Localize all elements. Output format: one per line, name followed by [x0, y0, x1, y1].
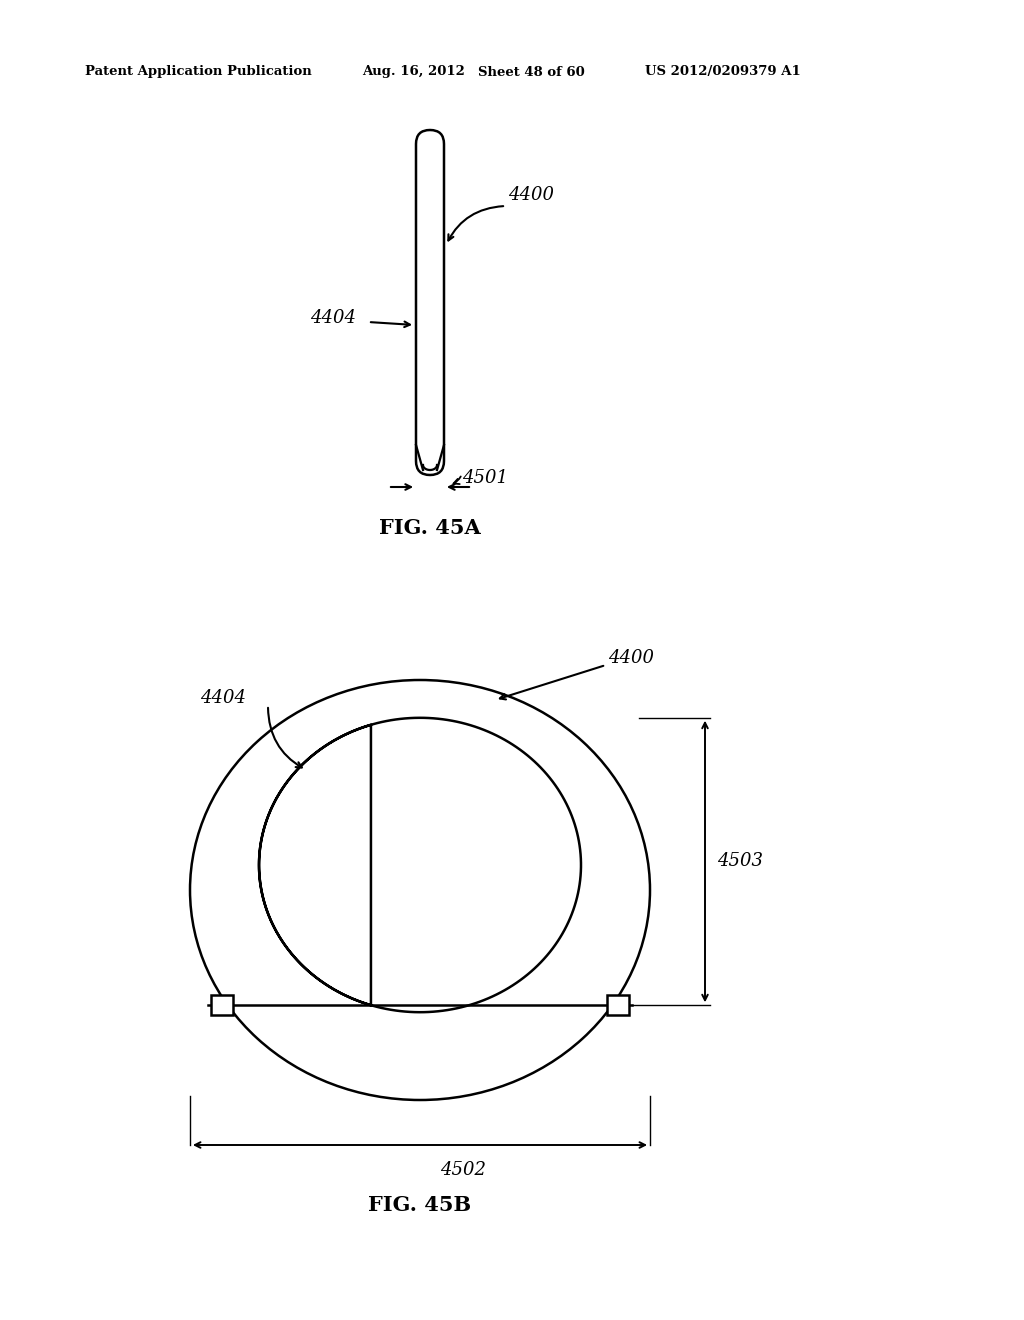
Text: FIG. 45A: FIG. 45A [379, 517, 481, 539]
Bar [607, 995, 630, 1015]
Text: US 2012/0209379 A1: US 2012/0209379 A1 [645, 66, 801, 78]
Text: 4400: 4400 [608, 649, 654, 667]
Text: Sheet 48 of 60: Sheet 48 of 60 [478, 66, 585, 78]
Text: 4400: 4400 [508, 186, 554, 205]
Ellipse shape [190, 680, 650, 1100]
Polygon shape [259, 718, 581, 1012]
Text: 4404: 4404 [200, 689, 246, 708]
Text: Aug. 16, 2012: Aug. 16, 2012 [362, 66, 465, 78]
Text: Patent Application Publication: Patent Application Publication [85, 66, 311, 78]
FancyBboxPatch shape [416, 129, 444, 475]
Text: 4404: 4404 [310, 309, 356, 327]
Text: 4503: 4503 [717, 853, 763, 870]
Text: 4502: 4502 [440, 1162, 486, 1179]
Text: FIG. 45B: FIG. 45B [369, 1195, 472, 1214]
Text: 4501: 4501 [462, 469, 508, 487]
Bar [211, 995, 232, 1015]
